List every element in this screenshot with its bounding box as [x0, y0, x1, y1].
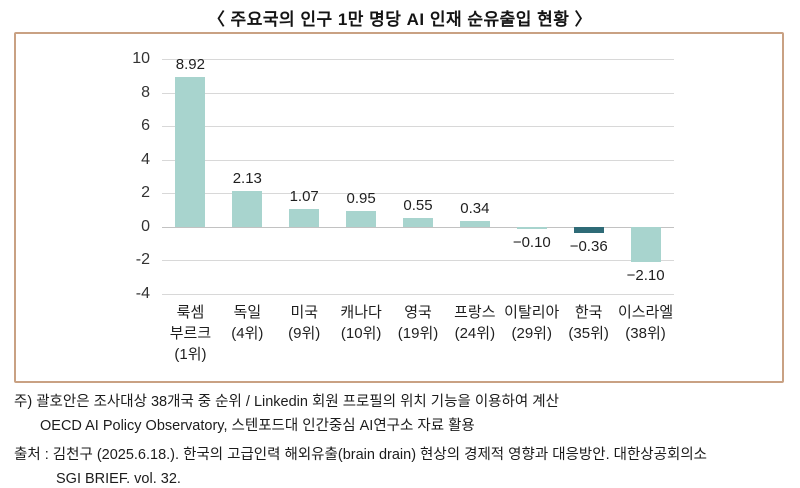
y-tick-label: 10 [132, 50, 150, 67]
source-line-2: SGI BRIEF. vol. 32. [56, 471, 181, 487]
x-category-label-line: 한국 [574, 304, 603, 321]
bar-룩셈부르크 [175, 77, 206, 227]
x-category-label-line: 영국 [404, 304, 432, 321]
value-label: 8.92 [175, 56, 205, 74]
x-category-label: 독일 (4위) [213, 302, 282, 344]
x-category-label: 미국 (9위) [270, 302, 339, 344]
x-category-label: 한국 (35위) [554, 302, 623, 344]
x-category-label-line: (19위) [397, 325, 439, 342]
bar-영국 [403, 217, 433, 227]
y-tick-label: 2 [141, 184, 150, 202]
y-tick-label: -4 [135, 285, 150, 302]
y-tick-label: 6 [141, 117, 150, 135]
x-category-label-line: (24위) [454, 325, 496, 342]
gridline [162, 126, 674, 128]
bar-이스라엘 [630, 226, 661, 263]
gridline [162, 294, 674, 295]
y-tick-label: 0 [141, 217, 150, 235]
bar-이탈리아 [516, 226, 547, 229]
value-label: 1.07 [289, 187, 319, 205]
gridline [162, 159, 674, 161]
gridline [162, 226, 674, 228]
x-category-label-line: (9위) [288, 325, 321, 342]
bar-한국 [573, 226, 604, 233]
x-category-label: 영국 (19위) [384, 302, 453, 344]
x-category-label-line: 캐나다 [340, 304, 382, 321]
y-tick-label: 4 [141, 150, 150, 168]
x-category-label-line: (10위) [340, 325, 382, 342]
value-label: −0.36 [569, 237, 608, 255]
x-category-label-line: 독일 [233, 304, 262, 321]
footnote-line-1: 주) 괄호안은 조사대상 38개국 중 순위 / Linkedin 회원 프로필… [14, 394, 559, 410]
bar-독일 [232, 191, 263, 227]
gridline [162, 92, 674, 94]
x-category-label-line: (29위) [511, 325, 552, 342]
x-category-label: 캐나다 (10위) [327, 302, 396, 344]
x-category-label-line: 미국 [290, 304, 319, 321]
x-category-label: 프랑스 (24위) [440, 302, 509, 344]
x-category-label-line: (4위) [231, 325, 264, 342]
value-label: −2.10 [626, 267, 665, 285]
value-label: 2.13 [232, 170, 262, 188]
bar-미국 [289, 208, 320, 227]
gridline [162, 260, 674, 262]
source-line-1: 출처 : 김천구 (2025.6.18.). 한국의 고급인력 해외유출(bra… [14, 447, 707, 463]
plot-area: 8.92 2.13 1.07 0.95 0.55 0.34 −0.10 −0.36 −2.10 [162, 56, 674, 295]
x-category-label-line: 프랑스 [454, 304, 496, 321]
x-category-label-line: 룩셈 [176, 304, 205, 321]
x-category-label-line: 이탈리아 [504, 304, 560, 321]
x-category-label-line: 이스라엘 [617, 304, 674, 321]
chart-frame: 10 8 6 4 2 0 -2 -4 8.92 2.13 1.07 0.95 0.55 0.34 −0.1… [14, 32, 784, 383]
figure-title: 〈 주요국의 인구 1만 명당 AI 인재 순유출입 현황 〉 [207, 10, 593, 29]
x-category-label-line: (35위) [568, 325, 609, 342]
footnote-line-2: OECD AI Policy Observatory, 스텐포드대 인간중심 A… [40, 418, 475, 434]
gridline [162, 59, 674, 60]
y-tick-label: -2 [135, 251, 150, 269]
y-axis: 10 8 6 4 2 0 -2 -4 [86, 50, 150, 302]
bar-캐나다 [346, 210, 377, 227]
bar-프랑스 [459, 221, 490, 227]
x-category-label: 이스라엘 (38위) [611, 302, 680, 344]
footnotes: 주) 괄호안은 조사대상 38개국 중 순위 / Linkedin 회원 프로필… [14, 390, 792, 488]
value-label: 0.34 [460, 200, 490, 218]
x-category-label-line: (38위) [625, 325, 666, 342]
value-label: 0.95 [346, 189, 376, 207]
y-tick-label: 8 [141, 83, 150, 101]
x-category-label: 이탈리아 (29위) [497, 302, 566, 344]
value-label: −0.10 [512, 233, 551, 251]
x-category-label-line: (1위) [174, 346, 207, 363]
value-label: 0.55 [403, 196, 433, 214]
gridline [162, 193, 674, 195]
x-category-label-line: 부르크 [169, 325, 212, 342]
